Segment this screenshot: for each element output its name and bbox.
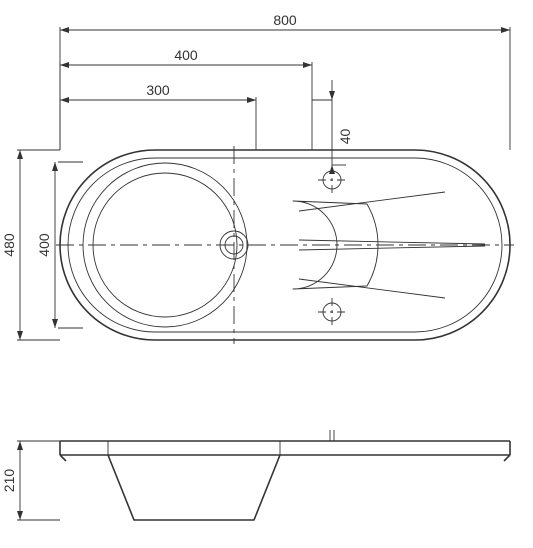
dimension-value: 400 (174, 47, 198, 63)
dimension-value: 480 (1, 233, 17, 257)
dimension-value: 40 (337, 129, 353, 145)
dimension-value: 300 (146, 82, 170, 98)
dimension-value: 400 (36, 233, 52, 257)
dimension-value: 800 (273, 12, 297, 28)
dimension-value: 210 (1, 469, 17, 493)
